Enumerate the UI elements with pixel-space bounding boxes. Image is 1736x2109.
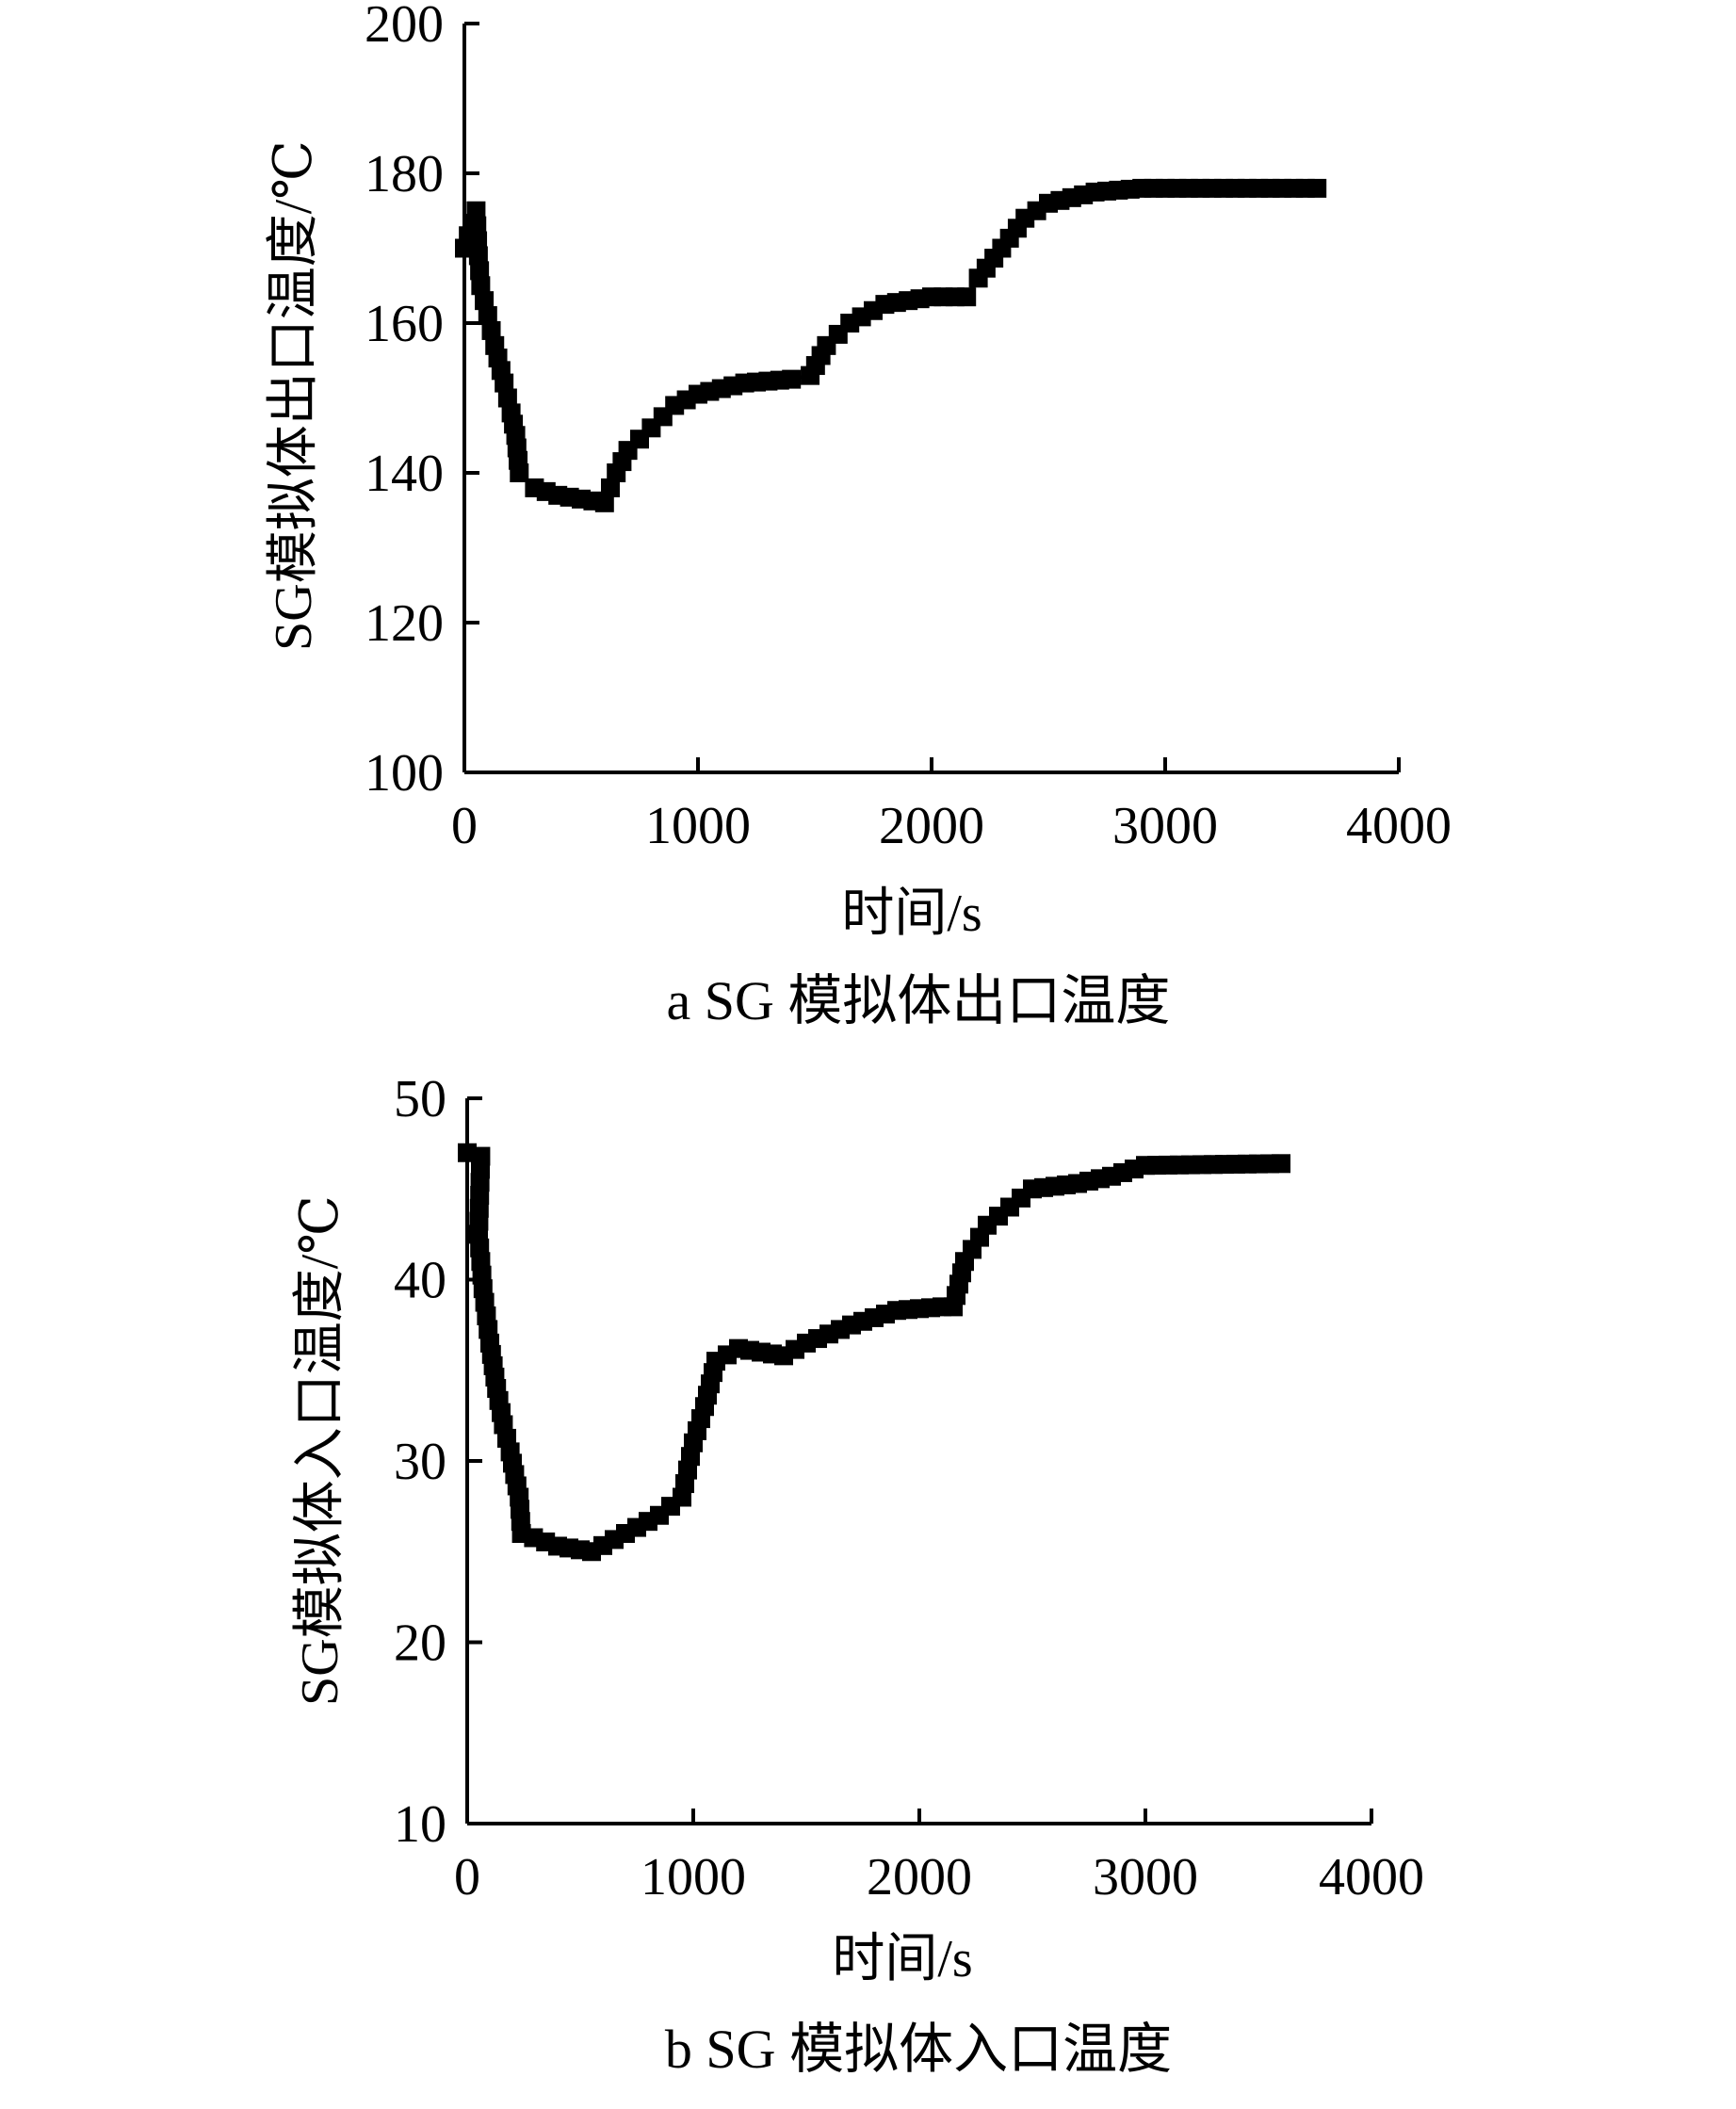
y-tick-label: 100 (365, 744, 444, 803)
data-point-marker (782, 369, 802, 389)
series-line (462, 186, 1318, 506)
y-tick-label: 180 (365, 145, 444, 203)
y-tick-label: 200 (365, 0, 444, 54)
x-tick-label: 3000 (1093, 1848, 1198, 1906)
chart-b: SG模拟体入口温度/℃ 时间/s b SG 模拟体入口温度 0 1000 2000 3… (291, 1070, 1424, 2080)
x-tick-label: 2000 (867, 1848, 972, 1906)
y-tick-label: 10 (394, 1795, 446, 1854)
chart-a: SG模拟体出口温度/℃ 时间/s a SG 模拟体出口温度 0 1000 2000 3… (265, 0, 1452, 1031)
data-point-marker (510, 463, 529, 482)
data-point-marker (495, 373, 514, 393)
series-marker (470, 261, 490, 281)
x-tick-label: 2000 (879, 797, 984, 855)
y-tick-label: 30 (394, 1433, 446, 1491)
x-tick-label: 1000 (641, 1848, 746, 1906)
x-tick-label: 3000 (1112, 797, 1218, 855)
data-point-marker (957, 287, 977, 307)
y-tick-label: 50 (394, 1070, 446, 1128)
data-point-marker (594, 493, 614, 512)
x-tick-label: 0 (454, 1848, 480, 1906)
chart-b-ylabel: SG模拟体入口温度/℃ (291, 1195, 349, 1706)
x-tick-label: 0 (451, 797, 478, 855)
x-tick-label: 4000 (1346, 797, 1452, 855)
series-marker (601, 478, 620, 497)
chart-a-ylabel: SG模拟体出口温度/℃ (265, 140, 323, 651)
series-marker (481, 320, 501, 340)
y-tick-label: 140 (365, 445, 444, 503)
chart-a-xlabel: 时间/s (841, 884, 982, 943)
data-point-marker (1307, 178, 1327, 198)
x-tick-label: 4000 (1319, 1848, 1424, 1906)
series-marker (467, 216, 487, 235)
series-marker (468, 231, 488, 251)
data-point-marker (471, 276, 491, 296)
x-tick-label: 1000 (645, 797, 751, 855)
data-point-marker (466, 201, 486, 220)
y-tick-label: 160 (365, 295, 444, 353)
series-line (466, 1150, 1282, 1554)
series-marker (497, 388, 517, 408)
data-point-marker (478, 306, 497, 326)
y-tick-label: 40 (394, 1252, 446, 1310)
series-marker (475, 291, 495, 311)
y-tick-label: 120 (365, 594, 444, 653)
y-tick-label: 20 (394, 1614, 446, 1673)
data-point-marker (1272, 1154, 1290, 1174)
chart-b-xlabel: 时间/s (832, 1930, 972, 1988)
chart-a-caption: a SG 模拟体出口温度 (667, 970, 1171, 1031)
chart-b-caption: b SG 模拟体入口温度 (665, 2019, 1172, 2080)
data-point-marker (468, 246, 488, 266)
